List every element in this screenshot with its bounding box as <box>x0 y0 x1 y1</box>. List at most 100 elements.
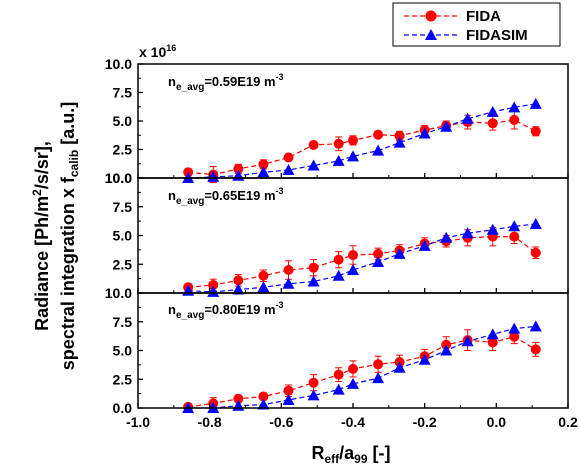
fidasim-point <box>529 218 542 229</box>
fida-point <box>530 344 541 355</box>
fida-point <box>233 275 244 286</box>
fida-point <box>348 250 358 261</box>
fida-point <box>208 279 219 290</box>
legend: FIDA FIDASIM <box>392 2 561 47</box>
fidasim-point <box>207 170 220 182</box>
panel-3-yticks: 0.0 2.5 5.0 7.5 <box>113 306 143 416</box>
panel-2-yticks: 10.0 2.5 5.0 7.5 10.0 <box>105 170 143 301</box>
panel-2-ytick-label: 2.5 <box>113 256 133 272</box>
fida-point <box>530 247 541 258</box>
panel-3: ne_avg=0.80E19 m-3 0.0 2.5 5.0 7.5 <box>113 300 542 416</box>
fidasim-point <box>207 285 220 297</box>
fida-point <box>283 385 294 396</box>
panel-3-fida-series <box>183 329 541 412</box>
fida-point <box>333 369 344 380</box>
fidasim-point <box>486 105 499 117</box>
x-axis-label: Reff/a99 [-] <box>311 443 390 466</box>
fidasim-point <box>347 150 359 162</box>
panel-2-fida-line <box>188 236 537 288</box>
panel-1-ytick-label: 5.0 <box>113 113 133 129</box>
panel-1-fida-series <box>183 110 541 184</box>
panel-1-annotation: ne_avg=0.59E19 m-3 <box>168 72 284 93</box>
fida-point <box>373 359 384 370</box>
panel-2-ytick-label: 10.0 <box>105 285 132 301</box>
fidasim-point <box>393 361 406 373</box>
panel-1: ne_avg=0.59E19 m-3 10.0 2.5 5.0 7.5 10.0 <box>105 56 542 186</box>
fidasim-point <box>508 322 521 334</box>
panel-3-fidasim-line <box>188 325 536 409</box>
fidasim-point <box>372 255 385 267</box>
fidasim-point <box>461 227 474 239</box>
fida-point <box>258 391 269 402</box>
fida-point <box>233 163 244 174</box>
xtick-label: 0.2 <box>558 414 578 430</box>
x-axis-ticks: -1.0 -0.8 -0.6 -0.4 -0.2 0.0 0.2 <box>126 173 578 430</box>
fidasim-point <box>347 377 359 389</box>
fida-point <box>308 377 319 388</box>
legend-label-fida: FIDA <box>466 8 501 25</box>
fida-point <box>509 331 520 342</box>
fidasim-point <box>486 328 499 340</box>
legend-marker-fida <box>425 10 437 22</box>
fida-point <box>333 254 344 265</box>
fidasim-point <box>529 320 542 332</box>
fidasim-point <box>332 383 345 395</box>
fida-point <box>258 159 269 170</box>
panel-1-ytick-label: 7.5 <box>113 85 133 101</box>
fida-point <box>530 126 541 137</box>
fida-point <box>283 152 294 163</box>
fida-point <box>333 138 344 149</box>
fidasim-point <box>307 389 320 401</box>
panel-2: ne_avg=0.65E19 m-3 10.0 2.5 5.0 7.5 10.0 <box>105 170 542 301</box>
fida-point <box>348 363 358 374</box>
fida-point <box>308 262 319 273</box>
panel-1-fidasim-series <box>182 97 542 183</box>
fidasim-point <box>461 335 474 347</box>
panel-2-fida-series <box>183 226 541 293</box>
fidasim-point <box>307 159 320 171</box>
fidasim-point <box>393 247 406 259</box>
xtick-label: -0.2 <box>413 414 437 430</box>
legend-marker-fidasim <box>425 29 437 40</box>
fidasim-point <box>529 97 542 109</box>
fidasim-point <box>257 281 270 293</box>
panel-1-ytick-label: 10.0 <box>105 170 132 186</box>
fidasim-point <box>282 393 295 405</box>
panel-1-fidasim-line <box>188 103 536 179</box>
panel-1-ytick-label: 2.5 <box>113 142 133 158</box>
fida-point <box>394 130 405 141</box>
fida-point <box>509 114 520 125</box>
fidasim-point <box>440 231 453 243</box>
panel-2-fidasim-line <box>188 223 536 293</box>
panel-3-ytick-label: 7.5 <box>113 314 133 330</box>
fidasim-point <box>257 166 270 178</box>
fidasim-point <box>372 144 385 156</box>
panel-3-ytick-label: 2.5 <box>113 371 133 387</box>
fidasim-point <box>257 398 270 410</box>
fidasim-point <box>508 220 521 232</box>
fidasim-point <box>508 101 521 113</box>
fidasim-point <box>461 112 474 124</box>
fidasim-point <box>418 353 431 365</box>
panel-2-annotation: ne_avg=0.65E19 m-3 <box>168 186 284 207</box>
panel-2-ytick-label: 7.5 <box>113 199 133 215</box>
y-axis-label-line1: Radiance [Ph/m2/s/sr], <box>30 141 52 331</box>
fida-point <box>308 139 319 150</box>
legend-label-fidasim: FIDASIM <box>466 27 528 44</box>
fidasim-point <box>393 136 406 148</box>
panel-3-ytick-label: 5.0 <box>113 343 133 359</box>
panel-2-fidasim-series <box>182 218 542 297</box>
xtick-label: -0.8 <box>198 414 222 430</box>
panel-1-fida-line <box>188 119 537 176</box>
fida-point <box>233 393 244 404</box>
fida-point <box>373 248 384 259</box>
fida-point <box>509 231 520 242</box>
panel-3-annotation: ne_avg=0.80E19 m-3 <box>168 300 284 321</box>
fidasim-point <box>307 275 320 287</box>
fida-point <box>487 337 498 348</box>
fida-point <box>348 135 358 146</box>
fidasim-point <box>440 120 453 132</box>
panel-2-ytick-label: 10.0 <box>105 170 132 186</box>
fidasim-point <box>347 264 359 275</box>
